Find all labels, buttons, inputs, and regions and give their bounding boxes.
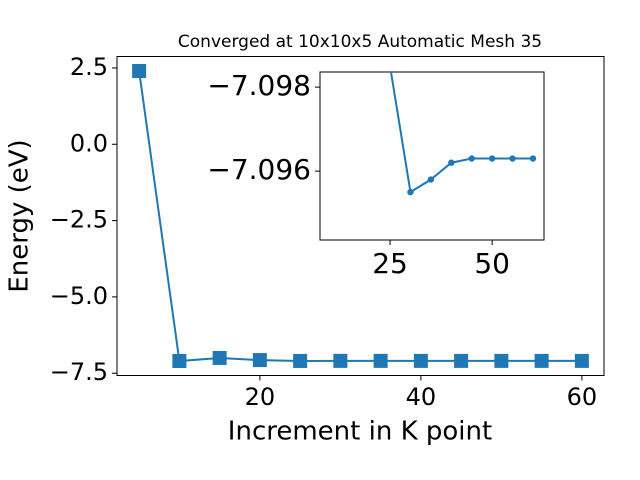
marker bbox=[509, 155, 516, 162]
marker bbox=[252, 353, 267, 368]
series-line bbox=[389, 72, 533, 194]
x-tick-label: 60 bbox=[567, 383, 598, 411]
chart-title: Converged at 10x10x5 Automatic Mesh 35 bbox=[178, 32, 542, 52]
y-axis-label: Energy (eV) bbox=[5, 139, 35, 292]
marker bbox=[132, 64, 147, 78]
marker bbox=[373, 353, 388, 368]
x-tick-label: 20 bbox=[245, 383, 276, 411]
x-axis-label: Increment in K point bbox=[228, 417, 492, 447]
marker bbox=[448, 159, 455, 166]
main-axes-frame bbox=[116, 56, 605, 376]
y-tick-label: −7.098 bbox=[207, 69, 311, 102]
y-tick-label: 0.0 bbox=[70, 129, 108, 157]
marker bbox=[212, 350, 227, 365]
marker bbox=[427, 176, 435, 183]
y-tick-label: −7.096 bbox=[207, 153, 311, 186]
marker bbox=[468, 155, 475, 162]
marker bbox=[413, 353, 428, 368]
marker bbox=[293, 353, 308, 368]
marker bbox=[454, 353, 469, 368]
marker bbox=[494, 353, 509, 368]
inset-axes-frame bbox=[319, 71, 545, 241]
y-tick-label: 2.5 bbox=[70, 53, 108, 81]
marker bbox=[488, 155, 496, 162]
marker bbox=[534, 353, 549, 368]
marker bbox=[407, 188, 414, 196]
y-tick-label: −2.5 bbox=[50, 206, 108, 234]
x-tick-label: 50 bbox=[474, 247, 510, 280]
marker bbox=[529, 155, 537, 162]
x-tick-label: 40 bbox=[406, 383, 437, 411]
y-tick-label: −5.0 bbox=[50, 282, 108, 310]
inset-plot bbox=[387, 63, 537, 196]
marker bbox=[172, 354, 187, 368]
x-tick-label: 25 bbox=[372, 247, 408, 280]
marker bbox=[333, 353, 348, 368]
marker bbox=[574, 353, 589, 368]
marker bbox=[387, 63, 393, 69]
y-tick-label: −7.5 bbox=[50, 358, 108, 386]
